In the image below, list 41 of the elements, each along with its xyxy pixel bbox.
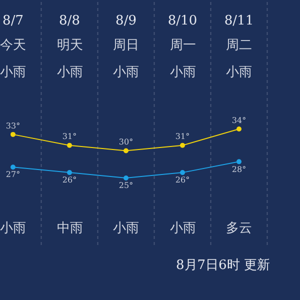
text: 小雨 [113,221,139,236]
data-label: 27° [6,170,20,180]
data-label: 26° [175,176,190,185]
point [67,170,72,176]
point [236,159,242,164]
point [180,142,185,148]
data-label: 28° [232,164,246,174]
text: 小雨 [57,65,83,80]
text: 小雨 [170,65,196,80]
text: 小雨 [0,221,26,236]
x-tick-label: 8/7 [2,13,24,28]
x-tick-label: 8/11 [224,13,254,28]
data-label: 31° [175,132,190,142]
x-tick-label: 8/10 [168,13,198,28]
text: 周二 [226,38,252,53]
text: 小雨 [170,221,196,236]
text: 8月7日6时 更新 [176,258,270,273]
data-label: 30° [118,138,134,147]
text: 周一 [170,38,196,53]
data-label: 33° [6,121,20,130]
point [236,126,242,132]
text: 中雨 [57,221,83,236]
point [67,142,72,148]
x-tick-label: 8/8 [59,13,80,28]
data-label: 31° [62,132,77,142]
point [124,176,128,180]
text: 小雨 [226,65,252,80]
data-label: 34° [232,116,246,125]
data-label: 26° [62,176,77,185]
point [10,164,16,170]
text: 小雨 [0,65,26,80]
text: 多云 [226,221,252,236]
point [124,148,128,154]
point [180,170,185,176]
point [10,132,16,137]
data-label: 25° [118,181,134,190]
x-tick-label: 8/9 [116,13,136,28]
text: 小雨 [113,65,139,80]
text: 周日 [113,38,139,53]
text: 明天 [57,38,83,53]
text: 今天 [0,38,26,53]
